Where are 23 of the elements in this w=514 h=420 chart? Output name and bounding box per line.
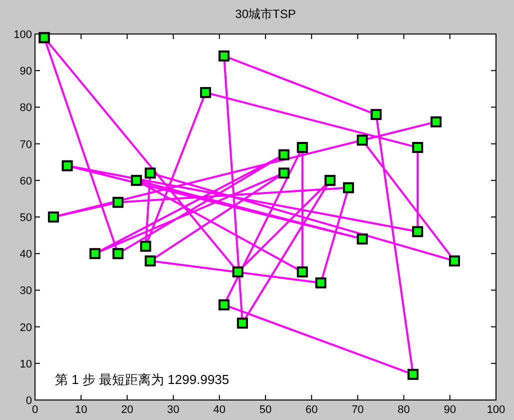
y-tick-label: 20 <box>20 322 32 334</box>
x-tick-label: 30 <box>167 404 180 416</box>
y-tick-label: 100 <box>14 29 32 41</box>
y-tick-label: 60 <box>20 175 32 188</box>
x-tick-label: 80 <box>398 404 410 416</box>
x-tick-label: 20 <box>121 404 134 416</box>
y-tick-label: 30 <box>20 285 32 298</box>
y-tick-label: 90 <box>20 66 32 78</box>
x-tick-label: 40 <box>213 404 226 416</box>
annotation: 第 1 步 最短距离为 1299.9935 <box>55 372 230 387</box>
y-tick-label: 80 <box>20 102 32 114</box>
y-tick-label: 50 <box>20 212 32 224</box>
x-tick-label: 100 <box>486 404 506 416</box>
x-tick-label: 60 <box>305 404 318 416</box>
chart-title: 30城市TSP <box>235 7 296 21</box>
y-tick-label: 70 <box>20 138 32 151</box>
y-tick-label: 40 <box>20 248 32 261</box>
x-tick-label: 70 <box>352 404 364 416</box>
y-tick-label: 10 <box>20 358 32 370</box>
y-tick-label: 0 <box>26 395 32 407</box>
x-tick-label: 90 <box>444 404 456 416</box>
x-tick-label: 50 <box>259 404 272 416</box>
x-tick-label: 10 <box>74 404 88 416</box>
